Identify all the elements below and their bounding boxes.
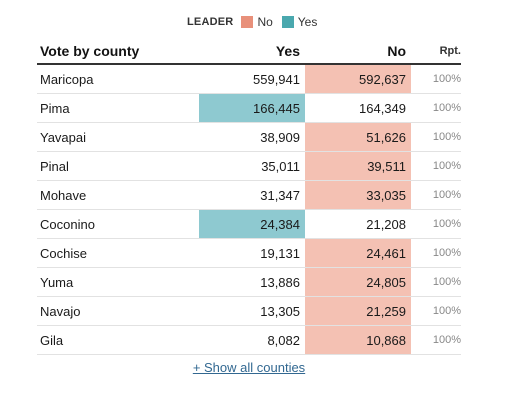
legend-label-yes: Yes [297,15,318,29]
no-votes: 51,626 [305,122,411,152]
header-yes: Yes [199,38,305,65]
reporting-percent: 100% [411,209,461,239]
table-row: Pima 166,445 164,349 100% [37,93,461,123]
reporting-percent: 100% [411,296,461,326]
legend-label-no: No [257,15,273,29]
no-votes: 21,259 [305,296,411,326]
no-votes: 39,511 [305,151,411,181]
yes-votes: 13,305 [199,296,305,326]
header-no: No [305,38,411,65]
reporting-percent: 100% [411,64,461,94]
show-all-counties-link[interactable]: + Show all counties [192,360,306,375]
county-name: Yuma [37,267,199,297]
yes-votes: 559,941 [199,64,305,94]
table-row: Navajo 13,305 21,259 100% [37,296,461,326]
yes-votes: 24,384 [199,209,305,239]
county-name: Navajo [37,296,199,326]
no-votes: 24,805 [305,267,411,297]
table-header-row: Vote by county Yes No Rpt. [37,38,461,65]
header-reporting: Rpt. [411,38,461,65]
no-votes: 164,349 [305,93,411,123]
yes-votes: 19,131 [199,238,305,268]
county-name: Yavapai [37,122,199,152]
table-row: Yavapai 38,909 51,626 100% [37,122,461,152]
county-results-table: Vote by county Yes No Rpt. Maricopa 559,… [37,38,461,355]
header-county: Vote by county [37,38,199,65]
legend-swatch-yes [281,16,294,28]
yes-votes: 13,886 [199,267,305,297]
county-name: Pima [37,93,199,123]
reporting-percent: 100% [411,93,461,123]
show-all-container: + Show all counties [37,360,461,375]
leader-legend: LEADER No Yes [187,13,326,31]
table-row: Yuma 13,886 24,805 100% [37,267,461,297]
county-name: Mohave [37,180,199,210]
county-name: Cochise [37,238,199,268]
reporting-percent: 100% [411,122,461,152]
yes-votes: 31,347 [199,180,305,210]
reporting-percent: 100% [411,151,461,181]
reporting-percent: 100% [411,267,461,297]
no-votes: 592,637 [305,64,411,94]
table-row: Mohave 31,347 33,035 100% [37,180,461,210]
legend-title: LEADER [187,16,234,28]
table-row: Coconino 24,384 21,208 100% [37,209,461,239]
county-name: Gila [37,325,199,355]
no-votes: 33,035 [305,180,411,210]
table-row: Gila 8,082 10,868 100% [37,325,461,355]
reporting-percent: 100% [411,325,461,355]
reporting-percent: 100% [411,238,461,268]
legend-swatch-no [241,16,254,28]
county-name: Pinal [37,151,199,181]
reporting-percent: 100% [411,180,461,210]
no-votes: 10,868 [305,325,411,355]
yes-votes: 38,909 [199,122,305,152]
table-row: Maricopa 559,941 592,637 100% [37,64,461,94]
table-row: Pinal 35,011 39,511 100% [37,151,461,181]
table-row: Cochise 19,131 24,461 100% [37,238,461,268]
yes-votes: 35,011 [199,151,305,181]
yes-votes: 8,082 [199,325,305,355]
county-name: Maricopa [37,64,199,94]
table-body: Maricopa 559,941 592,637 100% Pima 166,4… [37,64,461,355]
no-votes: 21,208 [305,209,411,239]
no-votes: 24,461 [305,238,411,268]
county-name: Coconino [37,209,199,239]
yes-votes: 166,445 [199,93,305,123]
